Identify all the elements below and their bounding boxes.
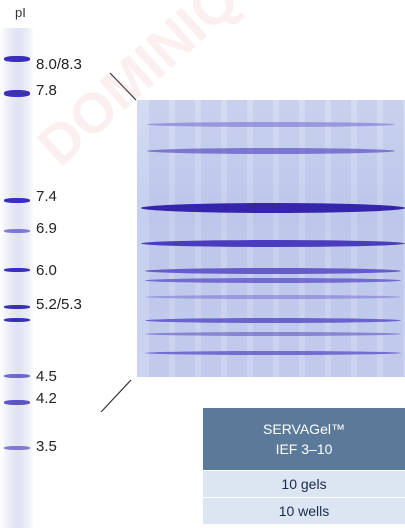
product-header: SERVAGel™ IEF 3–10	[203, 408, 405, 471]
pi-axis-label: pI	[15, 5, 26, 20]
gels-count: 10 gels	[203, 470, 405, 498]
ph-label: 4.2	[36, 390, 57, 407]
ph-label: 7.8	[36, 82, 57, 99]
ph-label: 8.0/8.3	[36, 56, 82, 73]
marker-band	[4, 400, 30, 405]
marker-band	[4, 198, 30, 203]
marker-band	[4, 90, 30, 97]
wells-count: 10 wells	[203, 497, 405, 524]
ph-label: 5.2/5.3	[36, 296, 82, 313]
ph-label: 3.5	[36, 438, 57, 455]
marker-band	[4, 229, 30, 233]
ph-label: 7.4	[36, 188, 57, 205]
marker-lane	[0, 28, 34, 528]
marker-band	[4, 305, 30, 309]
ph-label: 6.9	[36, 220, 57, 237]
marker-band	[4, 318, 30, 322]
marker-band	[4, 374, 30, 378]
marker-band	[4, 56, 30, 62]
marker-band	[4, 268, 30, 272]
product-name: SERVAGel™	[263, 421, 345, 437]
marker-band	[4, 446, 30, 450]
product-info-table: SERVAGel™ IEF 3–10 10 gels 10 wells	[203, 408, 405, 524]
ph-label: 6.0	[36, 262, 57, 279]
ph-label: 4.5	[36, 368, 57, 385]
ief-gel-image	[137, 100, 405, 377]
product-subtitle: IEF 3–10	[275, 441, 333, 457]
